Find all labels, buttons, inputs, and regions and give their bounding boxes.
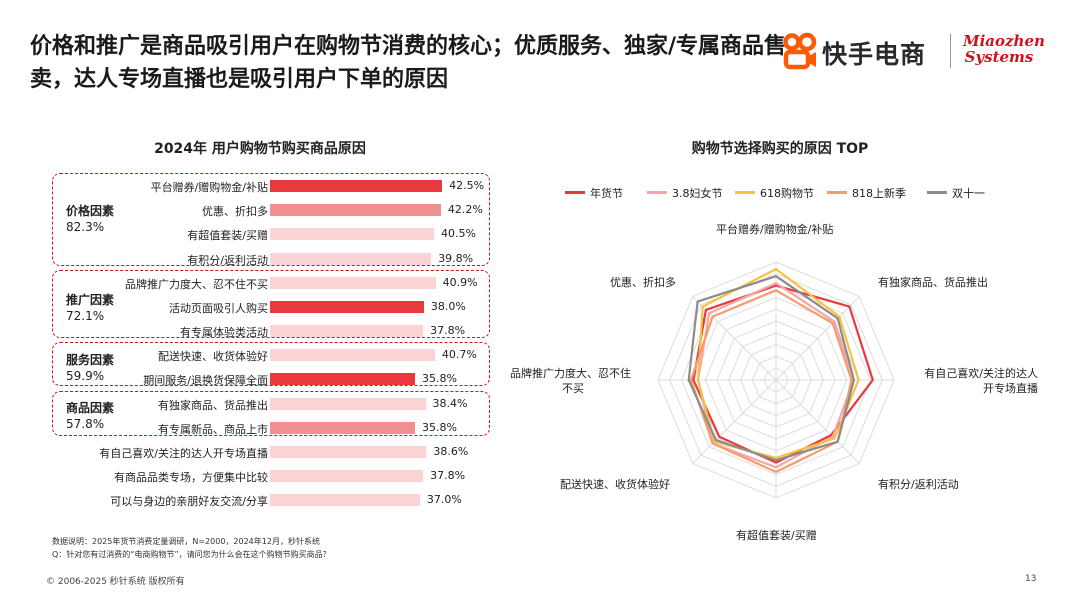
- kuaishou-logo-text: 快手电商: [822, 40, 927, 69]
- logo-divider: [950, 34, 951, 68]
- kuaishou-ecommerce-logo: 快手电商: [782, 32, 940, 70]
- legend-label: 618购物节: [760, 187, 814, 200]
- legend-label: 3.8妇女节: [672, 187, 723, 200]
- group-name: 推广因素 72.1%: [66, 292, 114, 324]
- bar: [270, 494, 420, 506]
- radar-series-line: [689, 289, 853, 474]
- radar-spoke: [692, 379, 777, 464]
- bar: [270, 301, 424, 313]
- group-total: 57.8%: [66, 417, 105, 431]
- group-total: 59.9%: [66, 369, 105, 383]
- footnote-data-source: 数据说明：2025年货节消费定量调研，N=2000，2024年12月，秒针系统: [52, 537, 320, 546]
- bar: [270, 228, 435, 240]
- bar: [270, 325, 424, 337]
- legend-label: 双十一: [952, 187, 985, 200]
- legend-swatch: [927, 191, 947, 194]
- bar: [270, 204, 441, 216]
- bar-value-label: 37.0%: [426, 493, 462, 506]
- radar-axis-label: 有积分/返利活动: [878, 478, 959, 491]
- radar-axis-label: 有超值套装/买赠: [736, 529, 817, 542]
- bar-value-label: 35.8%: [421, 372, 457, 385]
- miaozhen-logo-line2: Systems: [964, 48, 1034, 66]
- radar-axis-label: 有独家商品、货品推出: [878, 276, 988, 289]
- bar-label: 平台赠券/赠购物金/补贴: [150, 181, 268, 194]
- bar-value-label: 37.8%: [430, 324, 466, 337]
- bar-label: 期间服务/退换货保障全面: [143, 374, 268, 387]
- radar-axis-label: 平台赠券/赠购物金/补贴: [716, 223, 834, 236]
- bar-label: 有商品品类专场，方便集中比较: [114, 471, 268, 484]
- group-label: 推广因素: [66, 293, 115, 307]
- page-number: 13: [1025, 574, 1037, 584]
- bar-label: 有专属体验类活动: [180, 326, 268, 339]
- radar-legend: 年货节 3.8妇女节 618购物节 818上新季 双十一: [565, 184, 1005, 200]
- bar-label: 有积分/返利活动: [187, 254, 268, 267]
- bar-value-label: 40.9%: [442, 276, 478, 289]
- bar-value-label: 38.6%: [433, 445, 469, 458]
- group-box: [52, 173, 490, 266]
- bar-value-label: 42.2%: [447, 203, 483, 216]
- bar-label: 优惠、折扣多: [202, 205, 268, 218]
- bar: [270, 349, 435, 361]
- bar: [270, 470, 424, 482]
- legend-label: 年货节: [590, 187, 623, 200]
- legend-swatch: [647, 191, 667, 194]
- legend-swatch: [735, 191, 755, 194]
- bar-value-label: 39.8%: [438, 252, 474, 265]
- bar-label: 有专属新品、商品上市: [158, 423, 268, 436]
- bar: [270, 422, 415, 434]
- miaozhen-logo-line1: Miaozhen: [963, 32, 1045, 50]
- group-label: 服务因素: [66, 353, 115, 367]
- group-box: [52, 391, 490, 436]
- bar-value-label: 42.5%: [449, 179, 485, 192]
- group-box: [52, 270, 490, 338]
- bar: [270, 277, 436, 289]
- bar-label: 活动页面吸引人购买: [169, 302, 268, 315]
- bar-label: 品牌推广力度大、忍不住不买: [125, 278, 268, 291]
- legend-swatch: [827, 191, 847, 194]
- group-total: 72.1%: [66, 309, 105, 323]
- group-label: 商品因素: [66, 401, 115, 415]
- bar-value-label: 40.7%: [441, 348, 477, 361]
- bar-label: 有自己喜欢/关注的达人开专场直播: [99, 447, 268, 460]
- bar-value-label: 38.0%: [430, 300, 466, 313]
- radar-axis-label: 配送快速、收货体验好: [560, 478, 670, 491]
- radar-series-line: [696, 268, 860, 459]
- radar-axis-label: 品牌推广力度大、忍不住 不买: [510, 367, 631, 395]
- group-name: 商品因素 57.8%: [66, 400, 114, 432]
- bar: [270, 253, 432, 265]
- bar-value-label: 37.8%: [430, 469, 466, 482]
- kuaishou-logo-icon: [783, 32, 817, 70]
- bar: [270, 446, 427, 458]
- group-total: 82.3%: [66, 220, 105, 234]
- miaozhen-logo: Miaozhen Systems: [963, 32, 1045, 66]
- radar-axis-label: 有自己喜欢/关注的达人 开专场直播: [924, 367, 1038, 395]
- bar: [270, 398, 426, 410]
- group-box: [52, 342, 490, 386]
- legend-swatch: [565, 191, 585, 194]
- footnote-question: Q：针对您有过消费的“电商购物节”，请问您为什么会在这个购物节购买商品？: [52, 550, 331, 559]
- copyright: © 2006-2025 秒针系统 版权所有: [46, 577, 185, 587]
- group-name: 服务因素 59.9%: [66, 352, 114, 384]
- group-name: 价格因素 82.3%: [66, 203, 114, 235]
- radar-axis-label: 优惠、折扣多: [610, 276, 676, 289]
- radar-series-line: [687, 275, 856, 462]
- legend-label: 818上新季: [852, 187, 906, 200]
- bar-value-label: 35.8%: [421, 421, 457, 434]
- bar: [270, 180, 443, 192]
- bar-label: 配送快速、收货体验好: [158, 350, 268, 363]
- bar: [270, 373, 415, 385]
- bar-label: 有独家商品、货品推出: [158, 399, 268, 412]
- group-label: 价格因素: [66, 204, 115, 218]
- radar-chart-title: 购物节选择购买的原因 TOP: [691, 141, 869, 157]
- radar-spoke: [775, 296, 860, 381]
- bar-label: 有超值套装/买赠: [187, 229, 268, 242]
- bar-value-label: 40.5%: [441, 227, 476, 240]
- bar-label: 可以与身边的亲朋好友交流/分享: [110, 495, 268, 508]
- radar-spoke: [775, 379, 860, 464]
- bar-value-label: 38.4%: [432, 397, 468, 410]
- page-title: 价格和推广是商品吸引用户在购物节消费的核心；优质服务、独家/专属商品售卖，达人专…: [30, 34, 787, 92]
- bar-chart-title: 2024年 用户购物节购买商品原因: [154, 141, 366, 157]
